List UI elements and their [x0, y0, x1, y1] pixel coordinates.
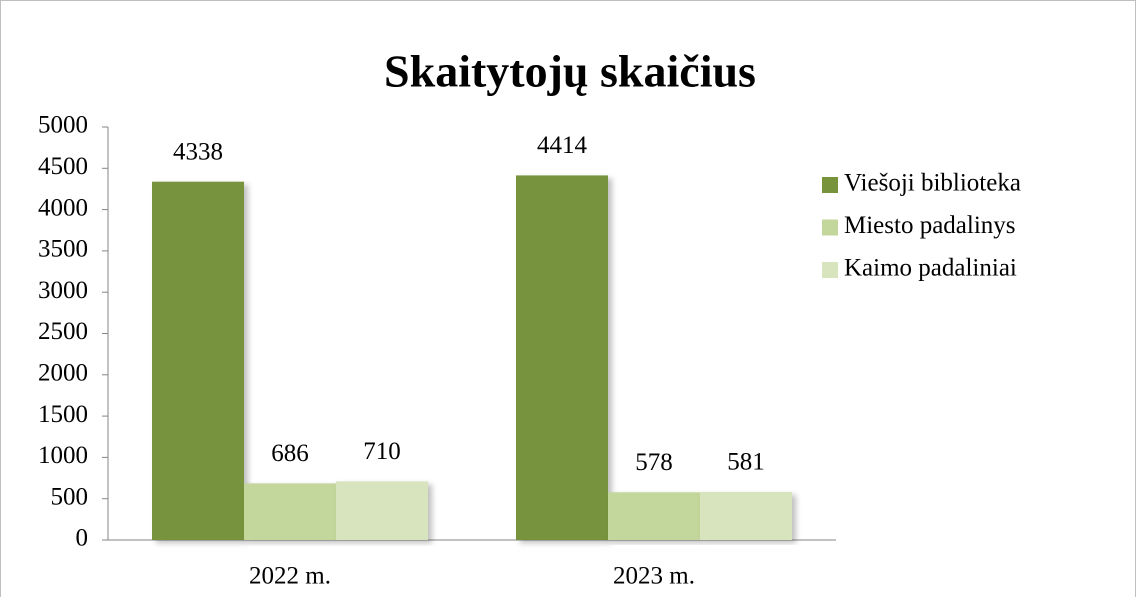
y-tick-label: 2500: [38, 318, 88, 345]
legend-swatch: [822, 262, 838, 278]
y-tick-label: 3000: [38, 277, 88, 304]
chart-title: Skaitytojų skaičius: [384, 46, 756, 97]
y-tick-label: 500: [51, 483, 89, 510]
bar: [152, 181, 244, 540]
y-tick-label: 0: [76, 525, 89, 552]
legend-label: Kaimo padaliniai: [844, 255, 1017, 282]
bar: [516, 175, 608, 540]
data-label: 581: [727, 449, 765, 476]
legend-label: Viešoji biblioteka: [844, 170, 1021, 197]
legend-swatch: [822, 219, 838, 236]
bar: [336, 481, 428, 540]
y-tick-label: 4000: [38, 194, 88, 221]
bar: [700, 492, 792, 540]
x-tick-label: 2022 m.: [249, 563, 331, 590]
y-tick-label: 4500: [38, 153, 88, 180]
data-label: 710: [363, 438, 401, 465]
y-tick-label: 1500: [38, 401, 88, 428]
y-tick-label: 1000: [38, 442, 88, 469]
bar: [608, 492, 700, 540]
data-label: 4414: [537, 132, 588, 159]
legend-label: Miesto padalinys: [844, 212, 1016, 239]
x-tick-label: 2023 m.: [613, 563, 695, 590]
legend-swatch: [822, 177, 838, 193]
data-label: 686: [271, 440, 309, 467]
bar: [244, 483, 336, 540]
data-label: 4338: [173, 138, 223, 165]
y-tick-label: 5000: [38, 112, 88, 139]
y-tick-label: 2000: [38, 360, 88, 387]
data-label: 578: [635, 449, 673, 476]
y-tick-label: 3500: [38, 236, 88, 263]
